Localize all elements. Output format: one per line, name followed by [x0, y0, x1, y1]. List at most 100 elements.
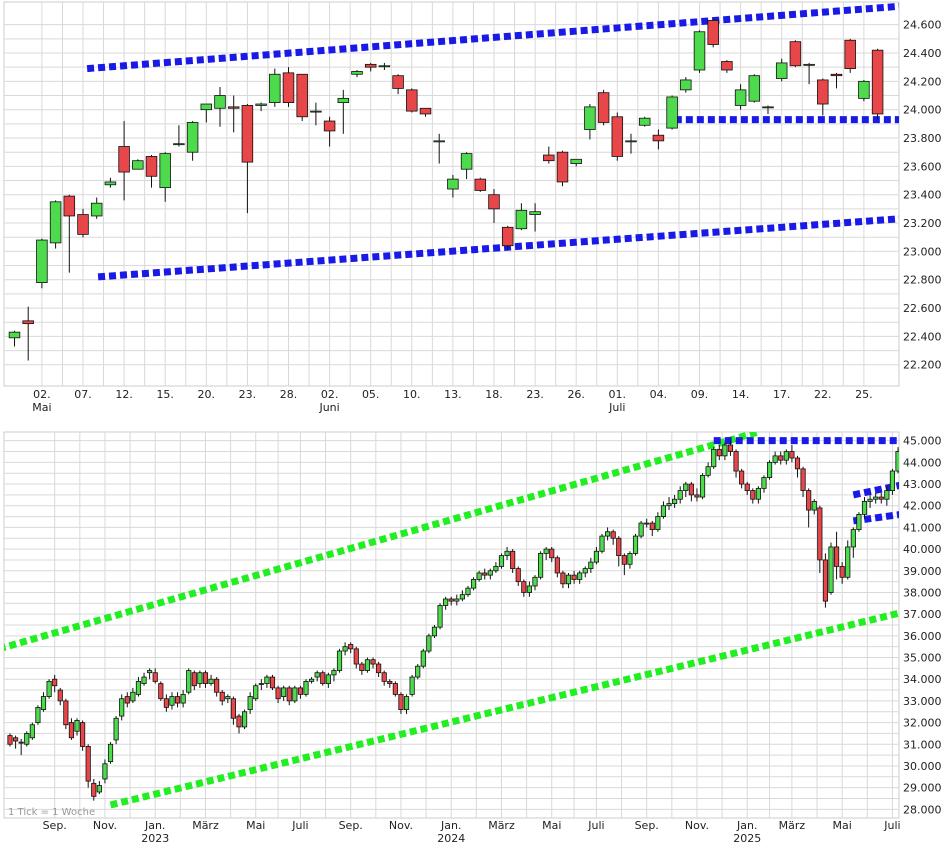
candle-body-up	[588, 561, 594, 570]
candle-body-up	[470, 579, 477, 589]
candle-body-down	[323, 120, 336, 132]
y-tick-label: 31.000	[903, 738, 941, 751]
candle-body-down	[844, 39, 856, 69]
candle-body-up	[660, 505, 667, 517]
candle-body-down	[392, 683, 398, 695]
x-tick-sublabel: 2024	[437, 832, 465, 845]
candle-body-down	[716, 448, 722, 457]
candle-body-up	[529, 211, 541, 215]
x-tick-label: 20.	[198, 388, 216, 401]
x-tick-label: 22.	[814, 388, 832, 401]
x-tick-label: Mai	[246, 819, 265, 832]
candle-body-up	[403, 696, 410, 710]
candle-body-down	[406, 89, 418, 112]
y-tick-label: 29.000	[903, 782, 941, 795]
candle-body-down	[800, 468, 806, 491]
candle-body-down	[739, 470, 745, 485]
y-tick-label: 22.600	[903, 302, 941, 315]
candle-body-down	[817, 79, 829, 105]
candle-body-down	[152, 672, 158, 682]
candle-body-down	[63, 700, 69, 726]
x-tick-label: 12.	[115, 388, 133, 401]
y-tick-label: 22.400	[903, 330, 941, 343]
candle-body-up	[625, 140, 637, 143]
candle-body-up	[845, 546, 851, 578]
candle-body-up	[465, 587, 471, 596]
y-tick-label: 23.200	[903, 217, 941, 230]
candle-body-up	[593, 550, 600, 563]
candle-body-up	[644, 522, 650, 525]
y-tick-label: 32.000	[903, 717, 941, 730]
candle-body-up	[655, 516, 661, 530]
candle-body-down	[789, 41, 802, 67]
candle-body-down	[364, 63, 377, 68]
candle-body-down	[230, 698, 236, 719]
candle-body-down	[501, 226, 514, 247]
y-tick-label: 35.000	[903, 652, 941, 665]
candle-body-down	[806, 490, 812, 511]
candle-body-down	[610, 531, 616, 539]
candle-body-up	[303, 680, 309, 695]
y-tick-label: 34.000	[903, 673, 941, 686]
candle-body-up	[342, 646, 348, 652]
y-tick-label: 23.800	[903, 132, 941, 145]
candle-body-up	[281, 687, 287, 697]
candle-body-up	[378, 65, 391, 68]
candle-body-up	[74, 720, 80, 732]
y-tick-label: 33.000	[903, 695, 941, 708]
x-tick-sublabel: 2025	[733, 832, 761, 845]
candle-body-up	[454, 598, 460, 602]
y-tick-label: 24.600	[903, 19, 941, 32]
candle-body-down	[118, 146, 130, 173]
marks-group	[4, 432, 899, 809]
candle-body-down	[219, 691, 225, 702]
candle-body-up	[253, 685, 259, 700]
y-tick-label: 24.200	[903, 75, 941, 88]
x-tick-label: Sep.	[43, 819, 67, 832]
candle-body-down	[348, 644, 354, 650]
candle-body-up	[46, 680, 52, 697]
candle-body-down	[688, 483, 694, 496]
candle-body-down	[241, 105, 254, 163]
candle-body-up	[310, 110, 322, 113]
candle-body-up	[314, 672, 320, 678]
candle-body-down	[521, 581, 527, 593]
candle-body-down	[353, 648, 359, 665]
candle-body-up	[255, 103, 267, 106]
candle-body-down	[556, 151, 569, 183]
candle-body-down	[191, 672, 197, 687]
x-tick-label: 18.	[485, 388, 503, 401]
candle-body-up	[36, 239, 48, 283]
plot-frame	[3, 1, 900, 387]
y-tick-label: 24.000	[903, 104, 941, 117]
candle-body-up	[526, 585, 532, 593]
candle-body-up	[895, 451, 899, 472]
candle-body-up	[225, 696, 231, 700]
candle-body-up	[884, 490, 890, 500]
y-tick-label: 23.400	[903, 189, 941, 202]
daily-chart-panel: 24.600 24.400 24.200 24.000 23.800 23.600 23.4…	[3, 1, 941, 414]
y-tick-label: 45.000	[903, 435, 941, 448]
candle-body-up	[426, 635, 432, 652]
candle-body-down	[721, 61, 733, 71]
candle-body-up	[861, 500, 868, 515]
candle-body-down	[18, 741, 24, 744]
candle-body-up	[761, 477, 767, 489]
candle-body-up	[90, 202, 103, 217]
candle-body-down	[91, 782, 97, 797]
candle-body-up	[605, 531, 611, 537]
candle-body-up	[783, 451, 789, 461]
candle-body-down	[707, 20, 719, 45]
candle-body-up	[693, 31, 706, 71]
candle-body-up	[666, 96, 678, 129]
x-tick-label: Nov.	[93, 819, 117, 832]
candle-body-up	[292, 687, 298, 702]
candle-body-up	[683, 483, 689, 491]
candle-body-up	[173, 143, 185, 146]
candle-body-down	[839, 566, 845, 578]
candle-body-up	[498, 555, 505, 567]
x-tick-label: Juli	[291, 819, 308, 832]
y-tick-label: 23.000	[903, 245, 941, 258]
candle-body-up	[96, 785, 102, 793]
tick-note: 1 Tick = 1 Woche	[8, 807, 95, 818]
